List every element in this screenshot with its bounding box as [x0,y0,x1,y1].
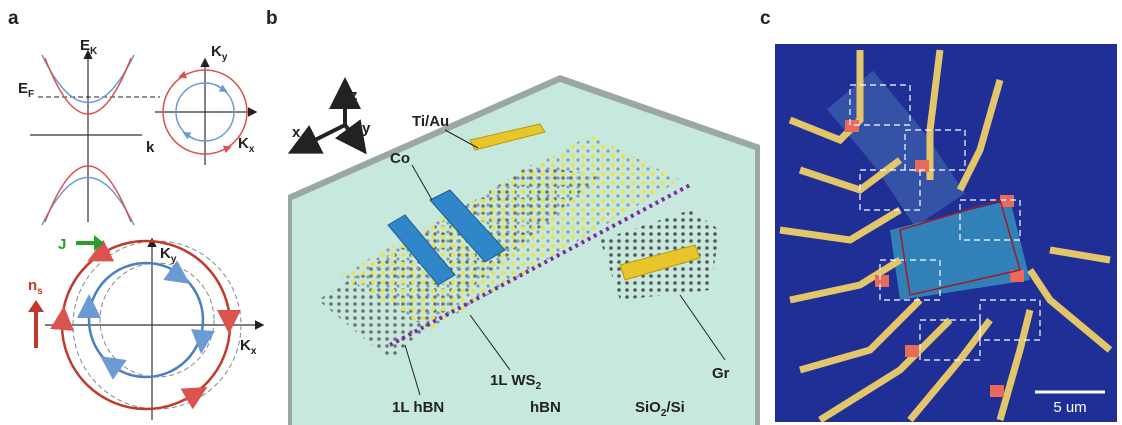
text: 2 [536,381,542,392]
spin-arrow [182,132,196,140]
text: 1L WS [490,372,536,389]
tiau-contact [619,244,701,281]
label: 1L WS2 [490,372,542,392]
text: y [171,254,177,265]
label: hBN [530,399,561,416]
co-contact [429,189,506,263]
spin-arrow [178,70,191,79]
panel-label: c [760,8,771,29]
label: SiO2/Si [635,399,685,419]
spin-contour [162,69,248,155]
text: x [251,346,257,357]
text: K [90,46,98,57]
axis-label: EF [18,80,34,100]
equilibrium-contour [99,262,215,378]
leader [411,164,433,201]
co-contact [387,214,456,286]
label: Gr [712,365,730,382]
panel-label: b [266,8,278,29]
spin-contour [175,82,235,142]
axis-arrow [334,119,367,155]
current-arrow [94,235,104,251]
axis-label: y [362,120,371,137]
band [41,54,135,104]
text: x [249,144,255,155]
label: 1L hBN [392,399,444,416]
text: n [28,277,37,294]
text: E [80,37,90,54]
leader [469,314,511,371]
axis-label: z [350,87,358,104]
text: /Si [666,399,684,416]
spin-contour [87,261,205,379]
text: K [211,43,222,60]
leader [444,129,479,149]
spin-arrow [180,386,208,410]
axis-label: Kx [238,135,255,155]
panel-label: a [8,8,19,29]
label: Co [390,150,410,167]
current-label: J [58,236,66,253]
axis-label: Ky [211,43,228,63]
spin-polarization-arrow [28,300,44,312]
device-schematic: z x y Ti/Au Co 1L WS2 1L hBN hBN SiO2/Si… [287,75,760,425]
axis-label: Kx [240,337,257,357]
ws2-edge [389,183,691,347]
measurement-regions [849,84,1041,361]
spin-arrow [50,306,74,331]
flake [826,70,965,227]
scale-bar-label: 5 um [1053,399,1086,416]
text: E [18,80,28,97]
spin-arrow [214,84,228,92]
text: K [160,245,171,262]
spin-polarization-label: ns [28,277,43,297]
spin-arrow [219,145,232,154]
shifted-contour: J ns Ky Kx [28,235,265,420]
axis-label: EK [80,37,98,57]
spin-arrow [163,260,190,284]
text: 2 [661,408,667,419]
band [44,57,132,115]
leader [679,294,726,361]
band [44,165,132,223]
label: Ti/Au [412,113,449,130]
tiau-contact [469,123,546,151]
axis-label: x [292,124,301,141]
micrograph: 5 um [775,44,1117,423]
text: s [37,286,43,297]
text: y [222,52,228,63]
text: K [238,135,249,152]
band [41,176,135,226]
axis-arrow [287,123,346,154]
axis-label: k [146,139,155,156]
spin-arrow [87,239,115,262]
contact-pads [845,120,1024,397]
dispersion: EK EF k [18,37,160,226]
contour: Ky Kx [155,43,258,165]
spin-arrow [191,329,215,354]
text: SiO [635,399,661,416]
ws2-monolayer [340,135,680,330]
spin-arrow [100,356,127,380]
ws2-outline [899,199,1021,296]
text: K [240,337,251,354]
leader [404,344,421,396]
axis-label: Ky [160,245,177,265]
text: F [28,89,34,100]
